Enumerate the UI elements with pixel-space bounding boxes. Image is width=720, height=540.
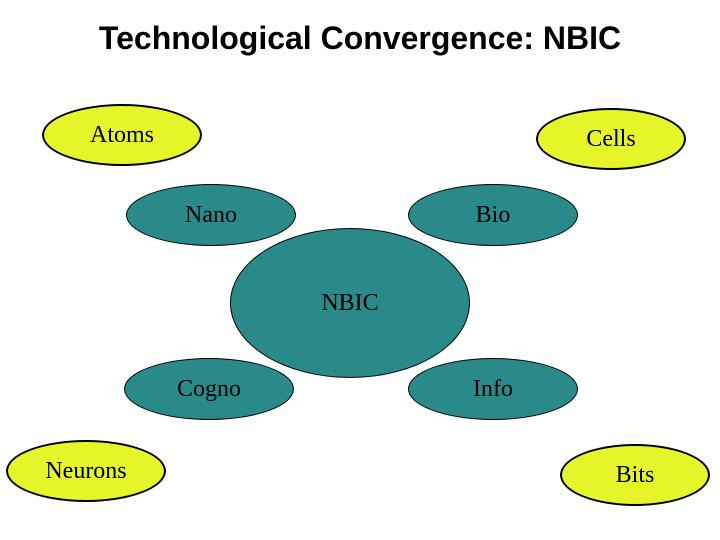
node-atoms: Atoms: [42, 104, 202, 166]
node-cells: Cells: [536, 108, 686, 170]
node-bio: Bio: [408, 184, 578, 246]
page-title: Technological Convergence: NBIC: [0, 20, 720, 57]
node-nano: Nano: [126, 184, 296, 246]
node-info-label: Info: [473, 376, 513, 403]
node-bits-label: Bits: [616, 462, 655, 489]
node-neurons-label: Neurons: [45, 458, 126, 485]
node-nbic: NBIC: [230, 228, 470, 378]
node-cogno-label: Cogno: [177, 376, 241, 403]
node-atoms-label: Atoms: [90, 122, 154, 149]
node-nbic-label: NBIC: [321, 290, 378, 317]
node-cogno: Cogno: [124, 358, 294, 420]
node-bits: Bits: [560, 444, 710, 506]
node-cells-label: Cells: [586, 126, 635, 153]
node-info: Info: [408, 358, 578, 420]
node-neurons: Neurons: [6, 440, 166, 502]
node-nano-label: Nano: [185, 202, 237, 229]
node-bio-label: Bio: [476, 202, 511, 229]
